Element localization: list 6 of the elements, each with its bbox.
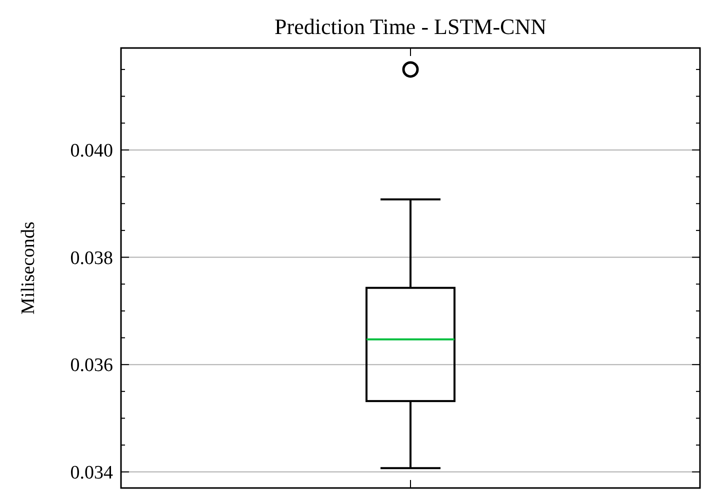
y-tick-label: 0.038 xyxy=(70,248,113,269)
y-tick-label: 0.040 xyxy=(70,140,113,162)
y-tick-label: 0.034 xyxy=(70,462,114,484)
chart-title: Prediction Time - LSTM-CNN xyxy=(274,14,547,39)
y-tick-label: 0.036 xyxy=(70,355,113,376)
y-axis-title: Miliseconds xyxy=(18,222,39,314)
